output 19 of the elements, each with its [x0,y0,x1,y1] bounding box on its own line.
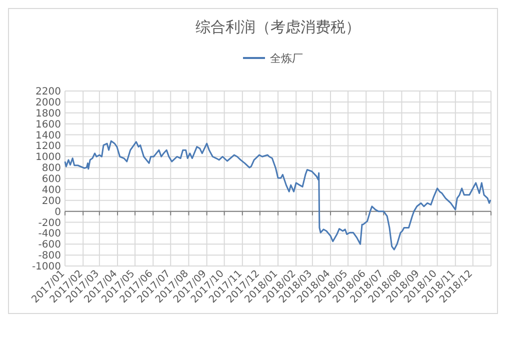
y-tick-label: 1800 [36,108,61,120]
y-tick-label: -600 [38,240,61,251]
y-tick-label: 1400 [36,130,61,142]
y-tick-label: 0 [54,206,61,218]
y-tick-label: -800 [38,250,61,262]
y-tick-label: 1000 [36,152,61,164]
y-tick-label: 800 [42,163,61,174]
y-tick-label: -400 [38,228,61,240]
y-tick-label: -200 [38,218,61,229]
y-tick-label: 400 [42,184,61,196]
legend-label: 全炼厂 [270,52,303,65]
y-tick-label: 1600 [36,119,61,130]
chart-title: 综合利润（考虑消费税） [196,18,360,36]
y-tick-label: 1200 [36,141,61,152]
y-tick-label: 2200 [36,86,61,98]
line-series [64,140,492,250]
y-tick-label: 600 [42,174,61,185]
y-tick-label: 200 [42,196,61,207]
y-tick-label: 2000 [36,97,61,108]
